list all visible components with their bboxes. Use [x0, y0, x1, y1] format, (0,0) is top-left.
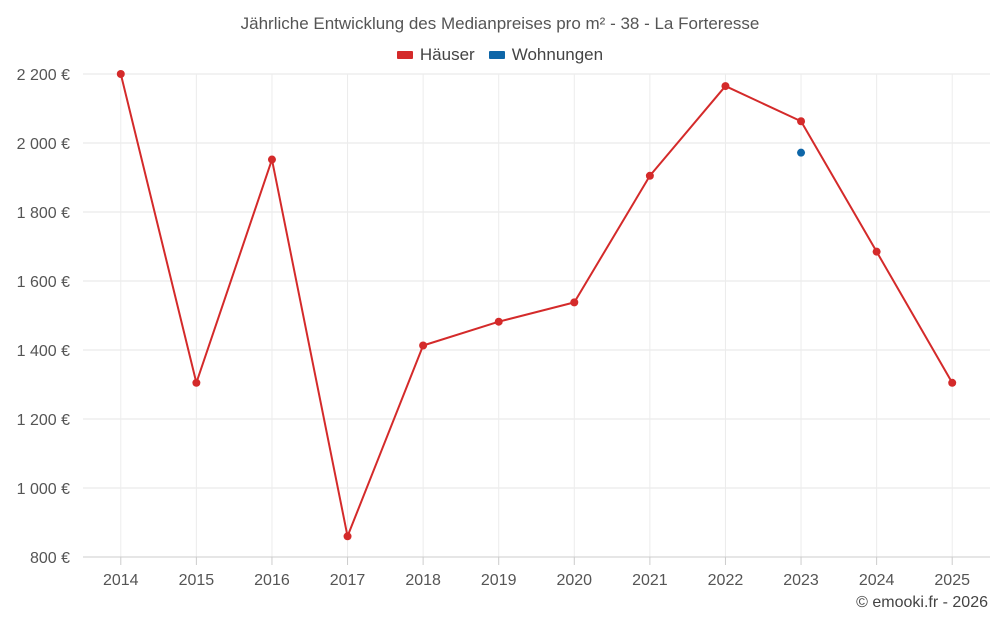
- data-point-series-0: [721, 82, 730, 91]
- x-tick-label: 2020: [556, 572, 592, 589]
- data-point-series-0: [494, 317, 503, 326]
- legend-label-houses: Häuser: [419, 45, 475, 64]
- y-tick-label: 2 200 €: [17, 67, 70, 84]
- credit-text: © emooki.fr - 2026: [856, 594, 988, 611]
- x-tick-label: 2023: [783, 572, 819, 589]
- x-tick-label: 2015: [179, 572, 215, 589]
- x-tick-label: 2018: [405, 572, 441, 589]
- legend-item-apartments[interactable]: Wohnungen: [488, 45, 604, 65]
- y-tick-label: 1 400 €: [17, 343, 70, 360]
- data-point-series-0: [948, 378, 957, 387]
- legend-item-houses[interactable]: Häuser: [396, 45, 475, 65]
- data-point-series-0: [645, 171, 654, 180]
- y-tick-label: 800 €: [30, 550, 70, 567]
- data-point-series-0: [570, 298, 579, 307]
- y-tick-label: 1 000 €: [17, 481, 70, 498]
- x-tick-label: 2019: [481, 572, 517, 589]
- data-point-series-0: [797, 117, 806, 126]
- y-tick-label: 1 200 €: [17, 412, 70, 429]
- data-point-series-0: [343, 532, 352, 541]
- chart-legend: Häuser Wohnungen: [0, 45, 1000, 65]
- legend-swatch-apartments: [488, 51, 505, 59]
- x-tick-label: 2016: [254, 572, 290, 589]
- y-tick-label: 2 000 €: [17, 136, 70, 153]
- data-point-series-0: [192, 378, 201, 387]
- x-tick-label: 2024: [859, 572, 895, 589]
- x-tick-label: 2022: [708, 572, 744, 589]
- data-point-series-0: [872, 247, 881, 256]
- data-point-series-0: [419, 341, 428, 350]
- data-point-series-0: [267, 155, 276, 164]
- x-tick-label: 2021: [632, 572, 668, 589]
- legend-label-apartments: Wohnungen: [511, 45, 604, 64]
- chart-title: Jährliche Entwicklung des Medianpreises …: [240, 14, 760, 33]
- x-tick-label: 2014: [103, 572, 139, 589]
- legend-swatch-houses: [396, 51, 413, 59]
- data-point-series-1: [797, 148, 806, 157]
- data-point-series-0: [116, 70, 125, 78]
- y-tick-label: 1 800 €: [17, 205, 70, 222]
- x-tick-label: 2025: [934, 572, 970, 589]
- series-line-0: [119, 73, 954, 538]
- x-tick-label: 2017: [330, 572, 366, 589]
- y-tick-label: 1 600 €: [17, 274, 70, 291]
